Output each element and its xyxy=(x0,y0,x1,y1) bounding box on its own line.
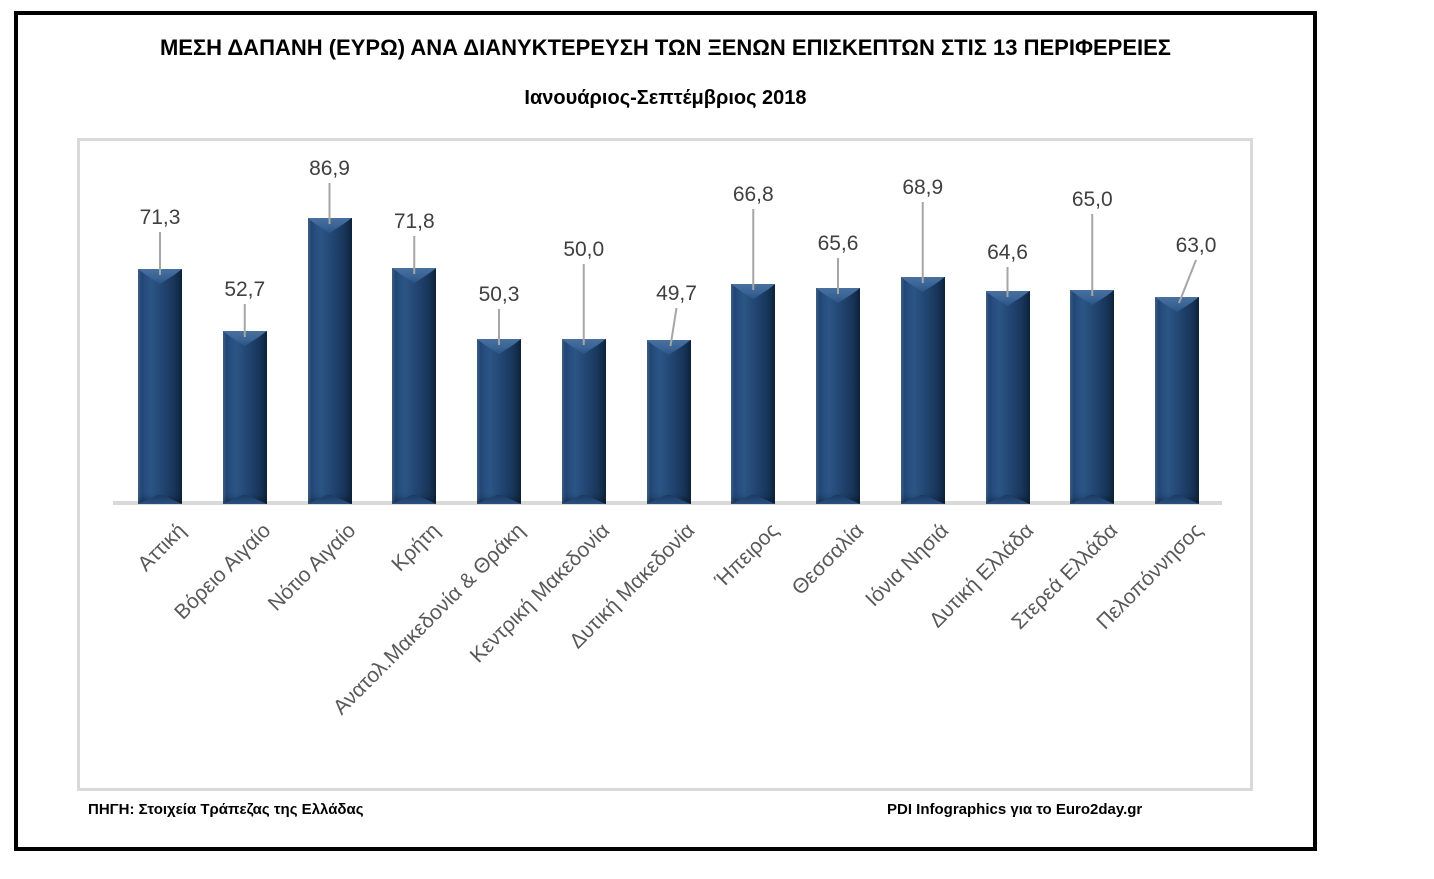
value-label: 49,7 xyxy=(656,282,697,305)
bar xyxy=(138,269,182,504)
bar xyxy=(985,291,1030,504)
leader-line xyxy=(1178,259,1197,304)
value-label: 65,6 xyxy=(817,232,859,255)
value-label: 64,6 xyxy=(987,241,1028,264)
value-label: 86,9 xyxy=(309,157,350,180)
value-label: 52,7 xyxy=(224,278,266,301)
chart-title: ΜΕΣΗ ΔΑΠΑΝΗ (ΕΥΡΩ) ΑΝΑ ΔΙΑΝΥΚΤΕΡΕΥΣΗ ΤΩΝ… xyxy=(159,35,1172,60)
leader-lines xyxy=(159,183,1197,347)
plot-area: 71,3 Αττική 52,7 Βόρειο Αιγαίο 86,9 Νότιο Αιγ… xyxy=(77,138,1253,791)
footer-source-text: ΠΗΓΗ: Στοιχεία Τράπεζας της Ελλάδας xyxy=(88,801,364,818)
bar xyxy=(900,277,945,504)
bar xyxy=(1070,290,1115,504)
bar xyxy=(307,218,352,504)
bar xyxy=(816,288,860,504)
bar xyxy=(222,331,267,504)
value-label: 63,0 xyxy=(1175,234,1217,257)
bar xyxy=(561,339,606,504)
value-label: 50,0 xyxy=(563,238,605,261)
value-label: 68,9 xyxy=(902,176,944,199)
footer-credit-text: PDI Infographics για το Euro2day.gr xyxy=(887,801,1143,818)
bar xyxy=(392,268,437,504)
value-label: 71,8 xyxy=(393,210,435,233)
bar xyxy=(646,340,691,504)
bar xyxy=(477,339,521,504)
value-label: 66,8 xyxy=(732,183,774,206)
value-label: 50,3 xyxy=(478,283,520,306)
chart-subtitle: Ιανουάριος-Σεπτέμβριος 2018 xyxy=(524,87,807,109)
bar xyxy=(731,284,776,504)
value-label: 71,3 xyxy=(139,206,181,229)
leader-line xyxy=(669,307,678,347)
value-label: 65,0 xyxy=(1071,188,1113,211)
infographic-frame: ΜΕΣΗ ΔΑΠΑΝΗ (ΕΥΡΩ) ΑΝΑ ΔΙΑΝΥΚΤΕΡΕΥΣΗ ΤΩΝ… xyxy=(14,11,1317,851)
bar xyxy=(1155,297,1199,504)
